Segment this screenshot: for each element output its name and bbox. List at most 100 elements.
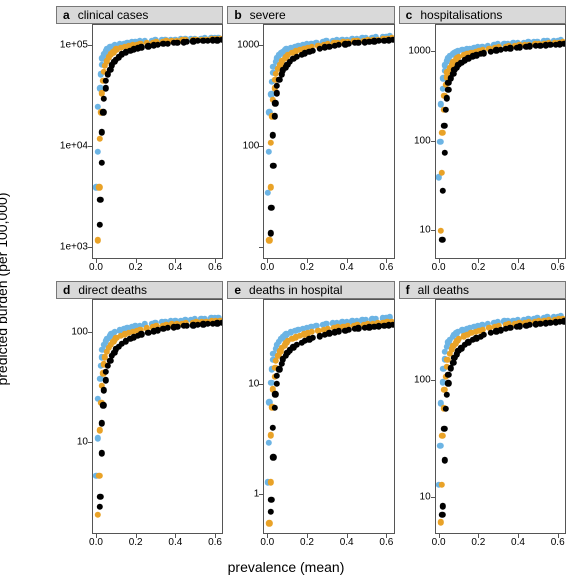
data-point <box>96 222 102 228</box>
data-point <box>439 511 445 517</box>
data-point <box>96 136 102 142</box>
panel-strip: ddirect deaths <box>56 281 223 299</box>
y-ticks: 10 100 <box>399 299 435 534</box>
x-axis-title: prevalence (mean) <box>228 559 345 575</box>
data-point <box>440 503 446 509</box>
data-point <box>99 420 105 426</box>
panel-title: deaths in hospital <box>249 283 342 297</box>
panel-f: fall deaths101000.00.20.40.6 <box>399 281 566 552</box>
y-tick-label: 1000 <box>408 45 430 56</box>
plot-area <box>263 299 394 534</box>
data-point <box>99 129 105 135</box>
y-tick-label: 1e+05 <box>60 39 88 50</box>
data-point <box>266 148 272 154</box>
x-tick-label: 0.6 <box>551 537 565 548</box>
data-point <box>268 230 274 236</box>
plot-area <box>263 24 394 259</box>
data-point <box>218 37 223 43</box>
data-point <box>268 140 274 146</box>
x-tick-label: 0.4 <box>511 537 525 548</box>
data-point <box>96 504 102 510</box>
data-point <box>96 427 102 433</box>
data-point <box>441 123 447 129</box>
x-tick-label: 0.4 <box>340 537 354 548</box>
panel-strip: aclinical cases <box>56 6 223 24</box>
data-point <box>274 90 280 96</box>
x-tick-label: 0.4 <box>168 537 182 548</box>
data-point <box>439 237 445 243</box>
data-point <box>268 509 274 515</box>
panel-c: chospitalisations1010010000.00.20.40.6 <box>399 6 566 277</box>
data-point <box>390 321 395 327</box>
panel-title: hospitalisations <box>420 8 502 22</box>
data-point <box>268 497 274 503</box>
x-ticks: 0.00.20.40.6 <box>435 534 566 552</box>
data-point <box>99 159 105 165</box>
data-point <box>95 512 101 518</box>
data-point <box>445 380 451 386</box>
x-tick-label: 0.0 <box>89 537 103 548</box>
data-point <box>439 130 445 136</box>
y-tick-label: 100 <box>414 375 431 386</box>
data-point <box>439 433 445 439</box>
x-tick-label: 0.6 <box>551 262 565 273</box>
data-point <box>443 95 449 101</box>
y-axis-title: predicted burden (per 100,000) <box>0 192 10 385</box>
data-point <box>102 85 108 91</box>
panel-a: aclinical cases1e+031e+041e+050.00.20.40… <box>56 6 223 277</box>
data-point <box>274 373 280 379</box>
data-point <box>95 148 101 154</box>
data-point <box>481 50 487 56</box>
y-tick-label: 100 <box>71 327 88 338</box>
data-point <box>99 450 105 456</box>
data-point <box>138 44 144 50</box>
data-point <box>270 425 276 431</box>
y-tick-label: 100 <box>414 135 431 146</box>
panel-d: ddirect deaths 10 100 0.00.20.40.6 <box>56 281 223 552</box>
panel-letter: c <box>406 8 413 22</box>
data-point <box>274 83 280 89</box>
x-ticks: 0.00.20.40.6 <box>92 534 223 552</box>
x-tick-label: 0.4 <box>168 262 182 273</box>
figure: predicted burden (per 100,000) prevalenc… <box>0 0 572 577</box>
panel-title: severe <box>250 8 286 22</box>
data-point <box>440 188 446 194</box>
x-tick-label: 0.4 <box>511 262 525 273</box>
x-tick-label: 0.0 <box>432 537 446 548</box>
y-tick-label: 10 <box>77 436 88 447</box>
panel-b: bsevere10010000.00.20.40.6 <box>227 6 394 277</box>
panel-title: direct deaths <box>78 283 147 297</box>
data-point <box>439 169 445 175</box>
data-point <box>96 184 102 190</box>
plot-area <box>92 299 223 534</box>
data-point <box>310 48 316 54</box>
data-point <box>437 443 443 449</box>
data-point <box>267 479 273 485</box>
data-point <box>102 377 108 383</box>
data-point <box>102 78 108 84</box>
x-tick-label: 0.6 <box>379 262 393 273</box>
data-point <box>437 519 443 525</box>
x-ticks: 0.00.20.40.6 <box>263 534 394 552</box>
data-point <box>441 426 447 432</box>
x-tick-label: 0.0 <box>260 262 274 273</box>
data-point <box>100 109 106 115</box>
data-point <box>441 149 447 155</box>
data-point <box>561 41 566 47</box>
y-tick-label: 10 <box>420 491 431 502</box>
data-point <box>441 457 447 463</box>
panel-letter: b <box>234 8 241 22</box>
x-tick-label: 0.6 <box>379 537 393 548</box>
x-tick-label: 0.6 <box>208 262 222 273</box>
data-point <box>561 318 566 324</box>
data-point <box>310 335 316 341</box>
data-point <box>218 320 223 326</box>
data-point <box>437 228 443 234</box>
data-point <box>272 391 278 397</box>
panel-strip: bsevere <box>227 6 394 24</box>
data-point <box>271 405 277 411</box>
data-point <box>266 439 272 445</box>
data-point <box>267 184 273 190</box>
data-point <box>276 77 282 83</box>
data-point <box>96 472 102 478</box>
